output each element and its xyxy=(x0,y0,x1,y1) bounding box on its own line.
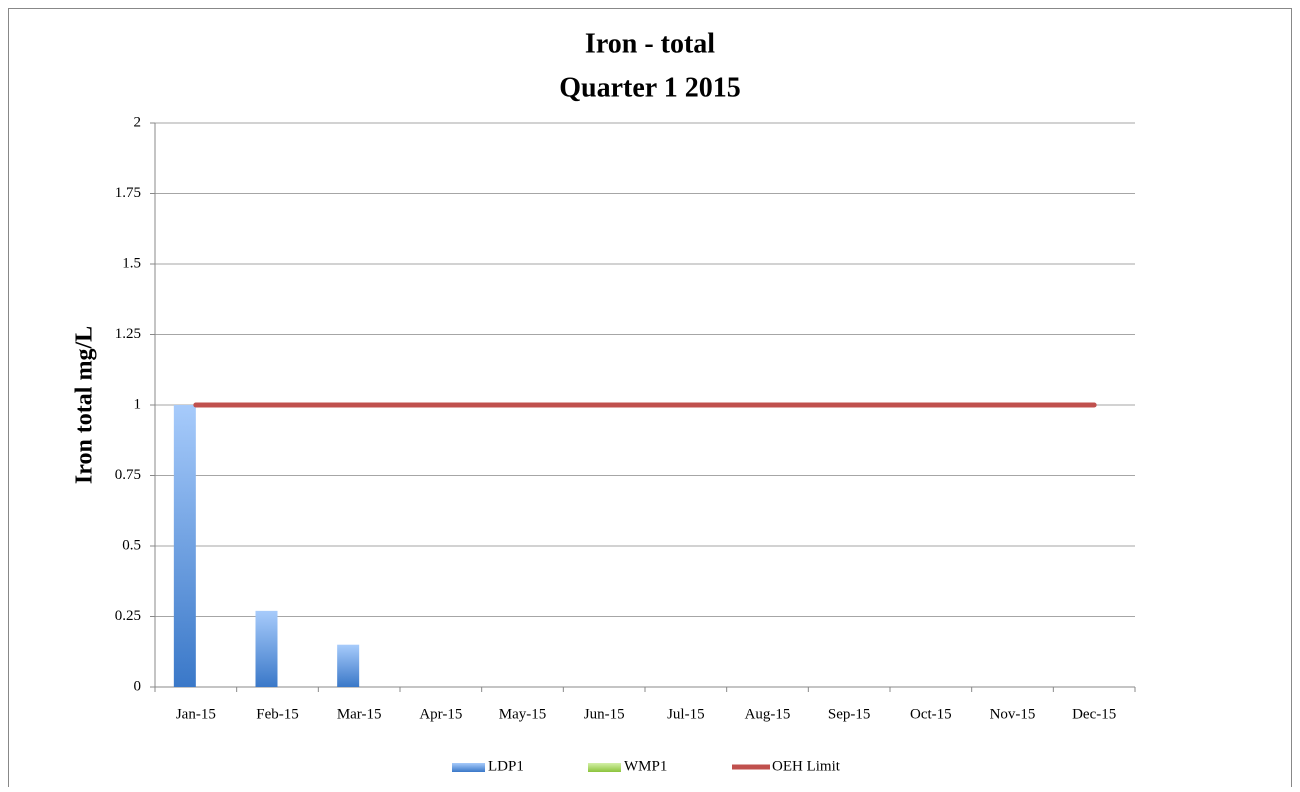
x-tick-label: Sep-15 xyxy=(828,706,871,722)
y-tick-label: 0 xyxy=(134,678,142,694)
bar xyxy=(337,644,360,687)
x-tick-label: Jun-15 xyxy=(584,706,625,722)
chart-title: Iron - total xyxy=(585,28,715,59)
x-tick-label: Nov-15 xyxy=(990,706,1036,722)
y-axis-label: Iron total mg/L xyxy=(72,326,98,484)
x-tick-label: Dec-15 xyxy=(1072,706,1116,722)
x-tick-label: Aug-15 xyxy=(745,706,791,722)
y-tick-label: 1.25 xyxy=(115,326,141,342)
legend-label: WMP1 xyxy=(624,758,667,774)
x-tick-label: Oct-15 xyxy=(910,706,952,722)
x-tick-label: Jul-15 xyxy=(667,706,705,722)
y-tick-label: 0.75 xyxy=(115,467,141,483)
bar xyxy=(255,610,278,687)
x-tick-label: Apr-15 xyxy=(419,706,462,722)
chart-subtitle: Quarter 1 2015 xyxy=(559,72,740,103)
y-tick-label: 0.5 xyxy=(122,537,141,553)
legend-swatch xyxy=(588,763,621,772)
legend-label: LDP1 xyxy=(488,758,524,774)
x-tick-label: Mar-15 xyxy=(337,706,382,722)
y-tick-label: 1 xyxy=(134,396,142,412)
x-tick-label: May-15 xyxy=(499,706,547,722)
y-tick-label: 0.25 xyxy=(115,608,141,624)
bar xyxy=(173,405,196,687)
y-tick-label: 1.5 xyxy=(122,255,141,271)
legend-label: OEH Limit xyxy=(772,758,841,774)
y-tick-label: 1.75 xyxy=(115,185,141,201)
legend-swatch xyxy=(452,763,485,772)
y-tick-label: 2 xyxy=(134,114,142,130)
chart-border xyxy=(8,8,1292,792)
x-tick-label: Jan-15 xyxy=(176,706,216,722)
x-tick-label: Feb-15 xyxy=(256,706,299,722)
